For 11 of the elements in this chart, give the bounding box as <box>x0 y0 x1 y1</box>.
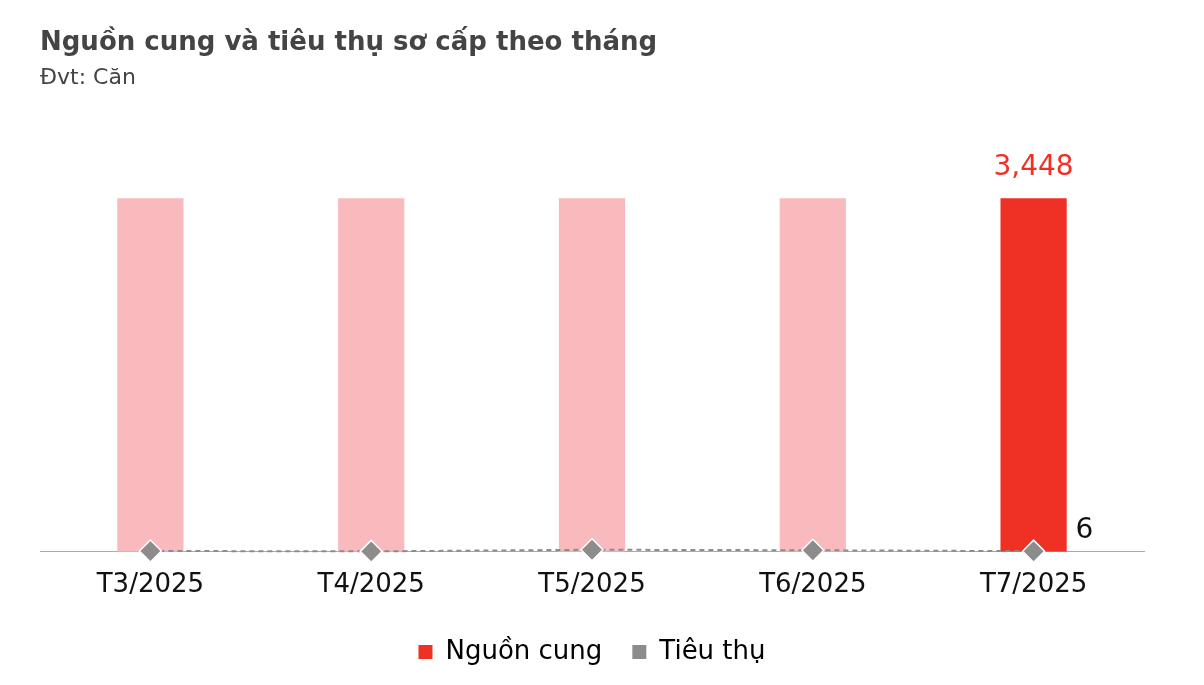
legend-label: Tiêu thụ <box>658 634 766 665</box>
chart-title: Nguồn cung và tiêu thụ sơ cấp theo tháng <box>40 26 658 57</box>
x-tick-label: T5/2025 <box>537 568 646 599</box>
x-tick-label: T4/2025 <box>316 568 425 599</box>
data-label: 3,448 <box>993 149 1074 183</box>
chart-subtitle: Đvt: Căn <box>40 64 136 90</box>
x-tick-label: T6/2025 <box>758 568 867 599</box>
data-label: 6 <box>1075 512 1094 546</box>
x-tick-label: T7/2025 <box>978 568 1088 599</box>
legend-label: Nguồn cung <box>445 634 603 665</box>
x-tick-label: T3/2025 <box>95 568 205 599</box>
